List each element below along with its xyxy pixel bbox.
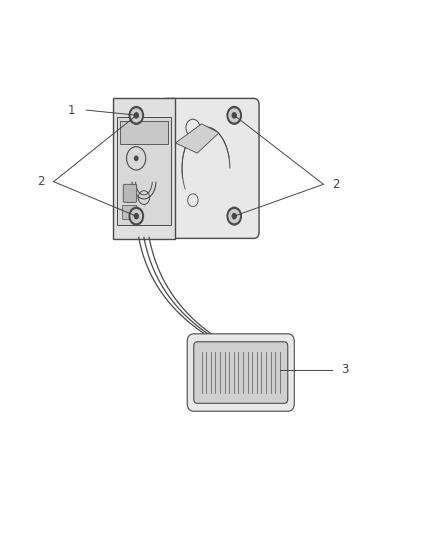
FancyBboxPatch shape (122, 205, 136, 219)
FancyBboxPatch shape (123, 184, 137, 203)
Circle shape (134, 156, 138, 160)
Circle shape (134, 112, 139, 119)
Circle shape (134, 213, 139, 220)
Circle shape (228, 108, 240, 123)
Circle shape (131, 108, 142, 123)
Circle shape (232, 213, 237, 220)
FancyBboxPatch shape (187, 334, 294, 411)
FancyBboxPatch shape (120, 120, 168, 144)
Circle shape (128, 207, 144, 225)
Circle shape (228, 209, 240, 223)
Polygon shape (176, 124, 219, 153)
FancyBboxPatch shape (113, 98, 175, 239)
Text: 1: 1 (68, 103, 75, 117)
Circle shape (232, 112, 237, 119)
Circle shape (226, 106, 242, 125)
Circle shape (131, 209, 142, 223)
Circle shape (226, 207, 242, 225)
Text: 2: 2 (37, 175, 45, 188)
Circle shape (128, 106, 144, 125)
FancyBboxPatch shape (117, 117, 171, 225)
Text: 2: 2 (332, 178, 339, 191)
FancyBboxPatch shape (194, 342, 288, 403)
Text: 3: 3 (341, 364, 348, 376)
FancyBboxPatch shape (162, 99, 259, 238)
